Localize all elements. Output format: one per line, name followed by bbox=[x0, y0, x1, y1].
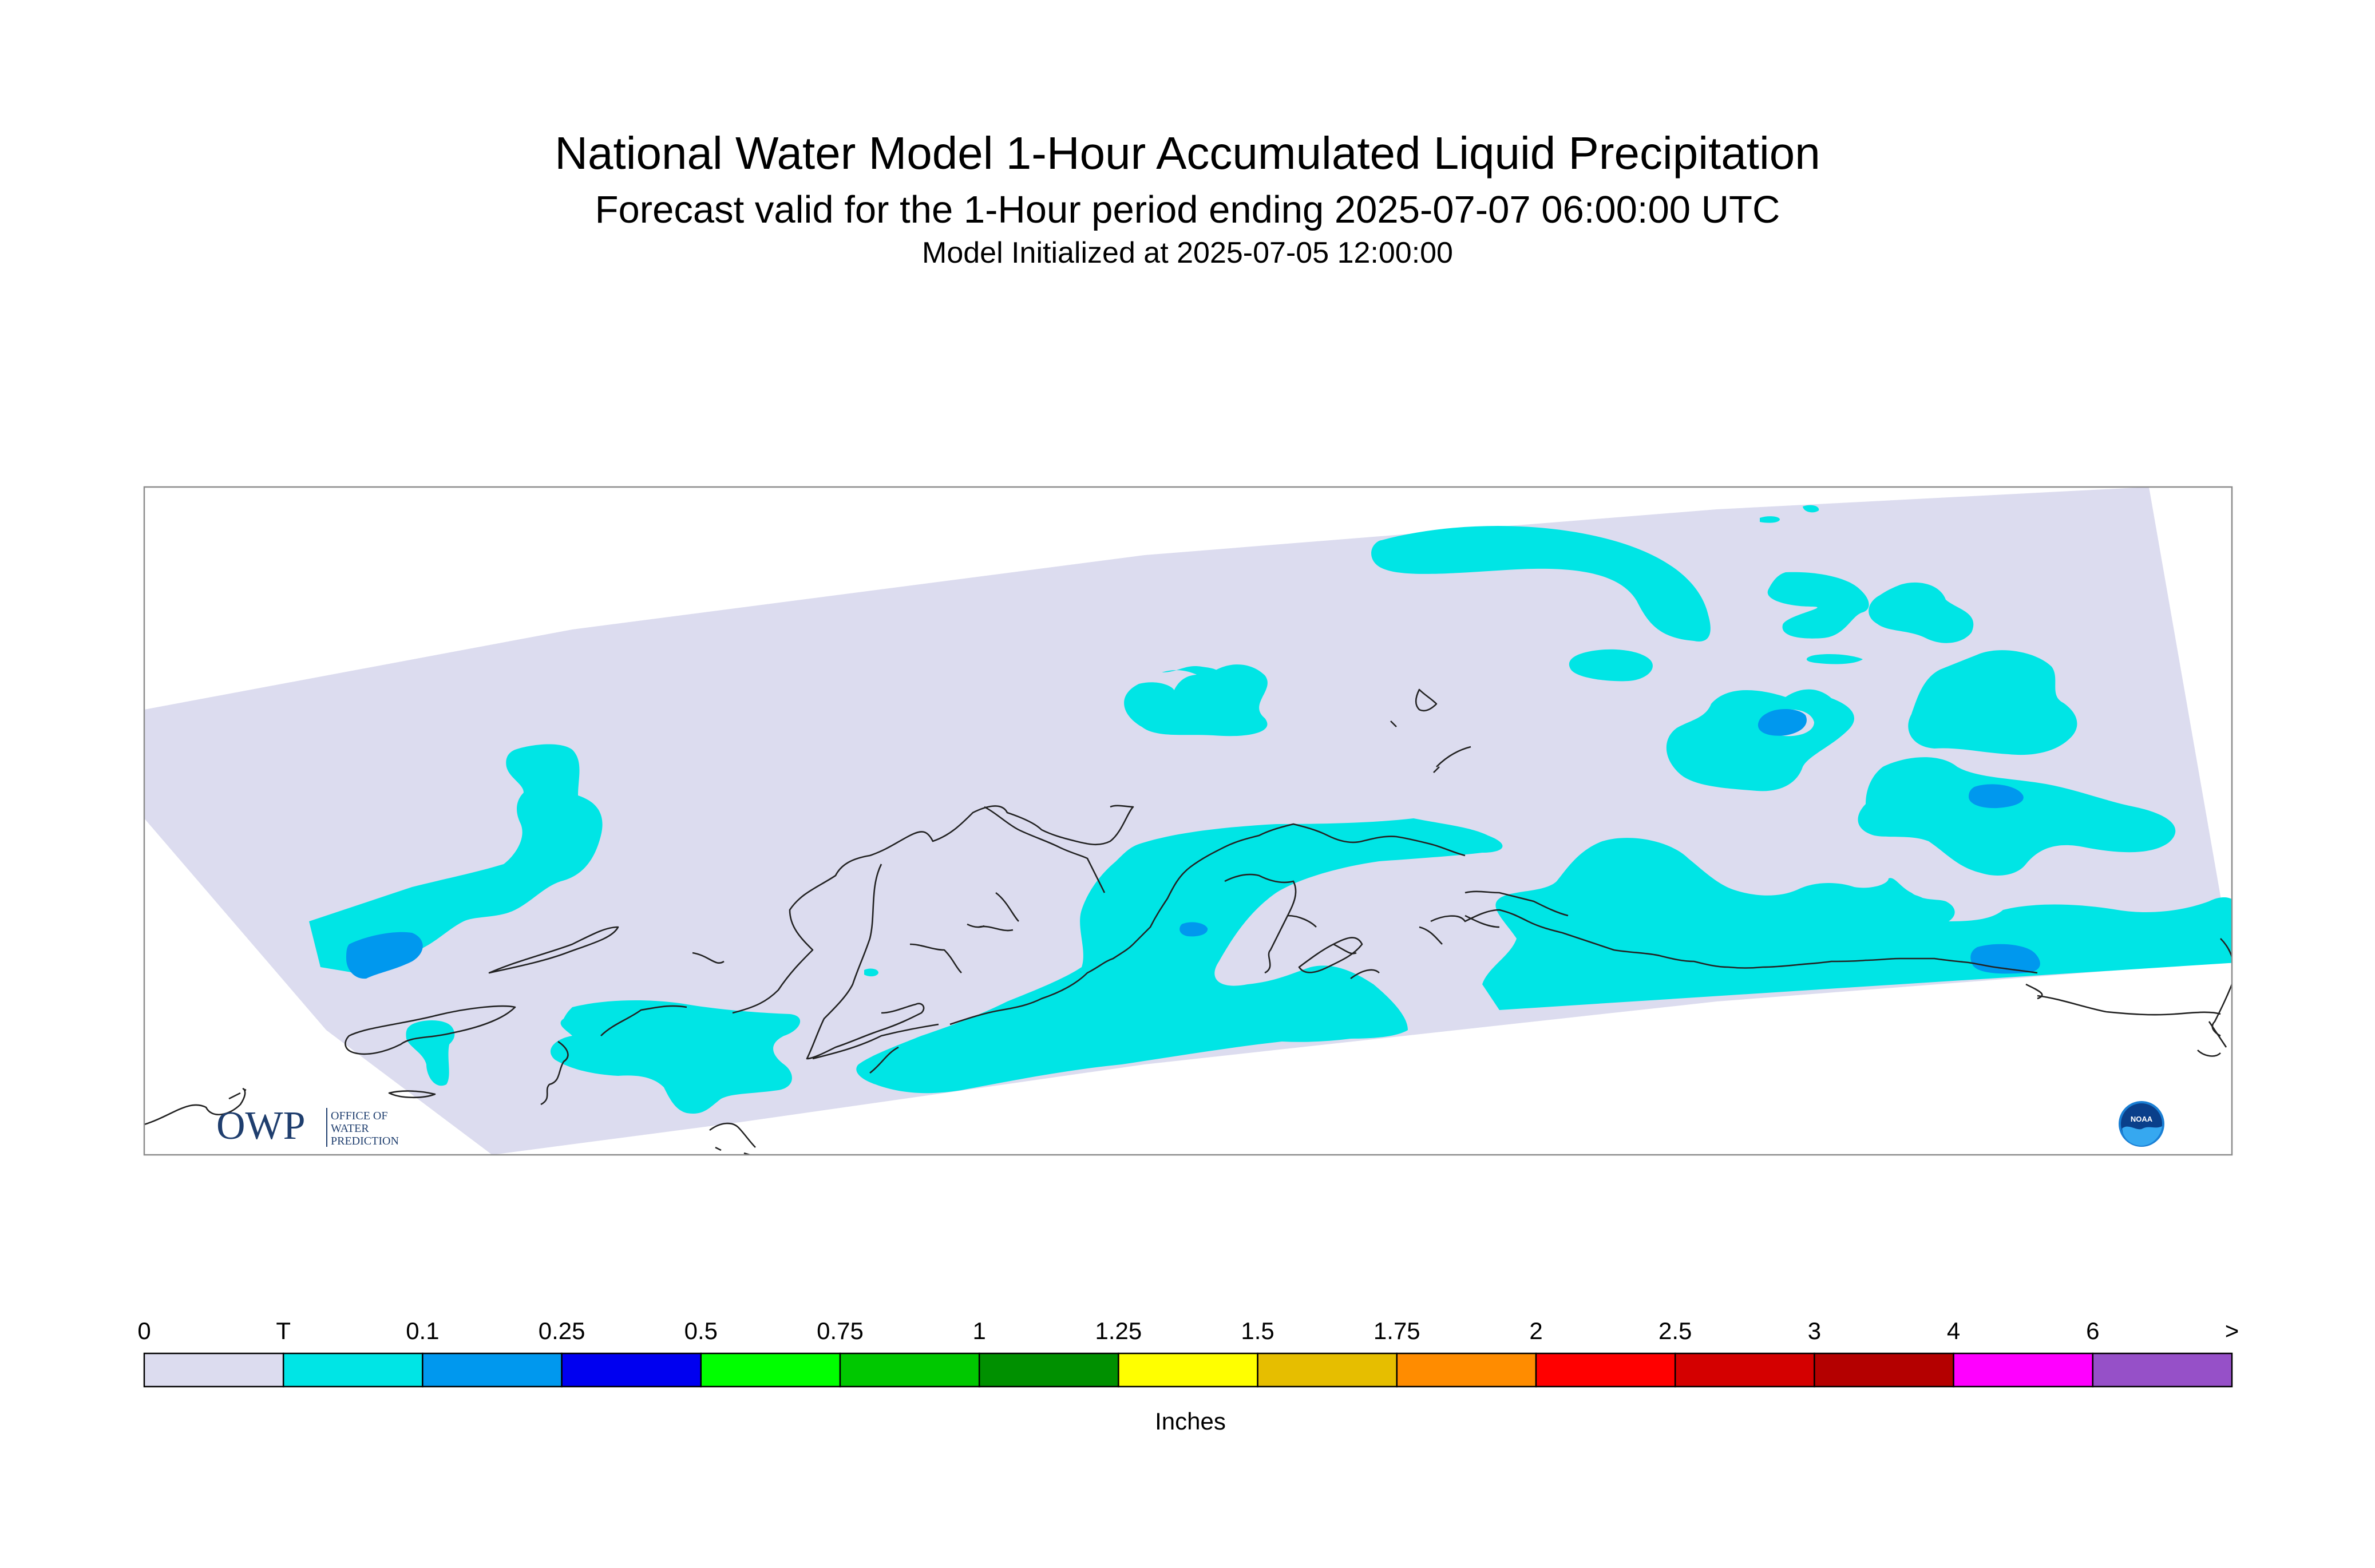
colorbar-tick-label: 1 bbox=[972, 1317, 986, 1344]
forecast-valid-subtitle: Forecast valid for the 1-Hour period end… bbox=[595, 188, 1780, 231]
colorbar-swatch bbox=[282, 1352, 423, 1388]
colorbar-swatch bbox=[700, 1352, 841, 1388]
noaa-logo: NOAA bbox=[2117, 1100, 2166, 1151]
colorbar-swatch bbox=[143, 1352, 284, 1388]
colorbar-tick-label: 6 bbox=[2086, 1317, 2100, 1344]
owp-logo-mark: OWP bbox=[216, 1104, 306, 1148]
colorbar-tick-label: 0.5 bbox=[684, 1317, 718, 1344]
colorbar-swatch bbox=[1118, 1352, 1258, 1388]
colorbar-tick-label: 0.75 bbox=[817, 1317, 864, 1344]
colorbar-swatch bbox=[2092, 1352, 2233, 1388]
colorbar-tick-label: 0 bbox=[137, 1317, 151, 1344]
owp-logo: OWP OFFICE OF WATER PREDICTION bbox=[216, 1103, 422, 1158]
colorbar-tick-label: 1.5 bbox=[1241, 1317, 1274, 1344]
colorbar-tick-label: 0.1 bbox=[406, 1317, 440, 1344]
owp-logo-line-2: WATER bbox=[331, 1122, 369, 1135]
colorbar-tick-label: 2 bbox=[1529, 1317, 1543, 1344]
colorbar-tick-label: 0.25 bbox=[538, 1317, 585, 1344]
colorbar-swatch bbox=[1396, 1352, 1537, 1388]
colorbar-swatch bbox=[1257, 1352, 1398, 1388]
owp-logo-line-3: PREDICTION bbox=[331, 1135, 399, 1147]
colorbar-swatch bbox=[1674, 1352, 1815, 1388]
colorbar-tick-label: 1.75 bbox=[1373, 1317, 1420, 1344]
colorbar-swatch bbox=[978, 1352, 1119, 1388]
model-init-line: Model Initialized at 2025-07-05 12:00:00 bbox=[922, 236, 1453, 270]
trace-precip-areas bbox=[309, 505, 2232, 1114]
colorbar-swatch bbox=[422, 1352, 563, 1388]
colorbar-tick-label: T bbox=[276, 1317, 291, 1344]
colorbar-swatch bbox=[561, 1352, 702, 1388]
map-frame bbox=[143, 486, 2233, 1156]
colorbar-swatch bbox=[1535, 1352, 1676, 1388]
colorbar-swatch bbox=[1814, 1352, 1954, 1388]
colorbar-units-label: Inches bbox=[1155, 1408, 1226, 1435]
colorbar-tick-label: 3 bbox=[1807, 1317, 1822, 1344]
owp-logo-line-1: OFFICE OF bbox=[331, 1110, 387, 1122]
colorbar-swatch bbox=[1953, 1352, 2094, 1388]
colorbar-tick-label: 2.5 bbox=[1658, 1317, 1692, 1344]
colorbar-tick-label: > bbox=[2224, 1317, 2239, 1344]
colorbar-tick-label: 1.25 bbox=[1095, 1317, 1142, 1344]
coastlines bbox=[144, 688, 2232, 1155]
colorbar bbox=[143, 1352, 2233, 1388]
colorbar-swatch bbox=[839, 1352, 980, 1388]
map-title: National Water Model 1-Hour Accumulated … bbox=[555, 128, 1820, 179]
light-precip-cores bbox=[346, 708, 2040, 979]
noaa-logo-text: NOAA bbox=[2131, 1115, 2153, 1123]
colorbar-tick-label: 4 bbox=[1946, 1317, 1961, 1344]
